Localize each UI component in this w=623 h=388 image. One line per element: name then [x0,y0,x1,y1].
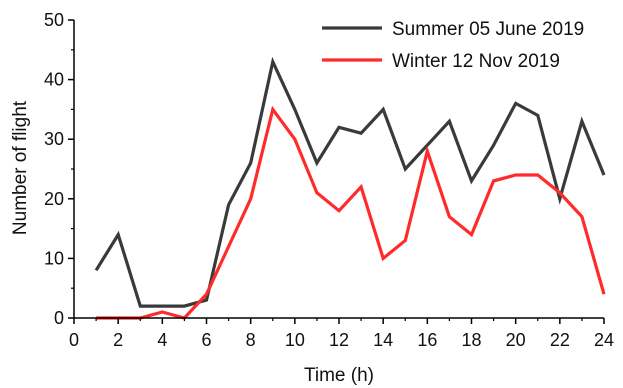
legend-label: Winter 12 Nov 2019 [392,51,560,72]
legend-label: Summer 05 June 2019 [392,19,584,40]
y-tick-label: 0 [54,308,64,328]
x-tick-label: 2 [113,330,123,350]
y-tick-label: 20 [44,189,64,209]
x-tick-label: 8 [246,330,256,350]
x-tick-label: 0 [69,330,79,350]
y-axis-title: Number of flight [10,100,31,235]
x-tick-label: 4 [157,330,167,350]
y-tick-label: 50 [44,10,64,30]
x-ticks: 0 2 4 6 8 10 12 14 16 18 20 22 24 [69,318,614,350]
legend: Summer 05 June 2019 Winter 12 Nov 2019 [322,19,584,72]
y-tick-label: 30 [44,129,64,149]
series-line-summer [94,56,606,308]
x-tick-label: 24 [594,330,614,350]
x-tick-label: 12 [329,330,349,350]
x-tick-label: 16 [417,330,437,350]
series-line-winter [96,105,606,320]
y-tick-label: 10 [44,248,64,268]
x-tick-label: 20 [506,330,526,350]
x-tick-label: 6 [201,330,211,350]
series-lines [94,56,606,320]
x-tick-label: 22 [550,330,570,350]
x-axis-title: Time (h) [304,365,374,386]
x-tick-label: 14 [373,330,393,350]
x-tick-label: 18 [461,330,481,350]
y-ticks: 0 10 20 30 40 50 [44,10,74,328]
x-tick-label: 10 [285,330,305,350]
y-tick-label: 40 [44,70,64,90]
